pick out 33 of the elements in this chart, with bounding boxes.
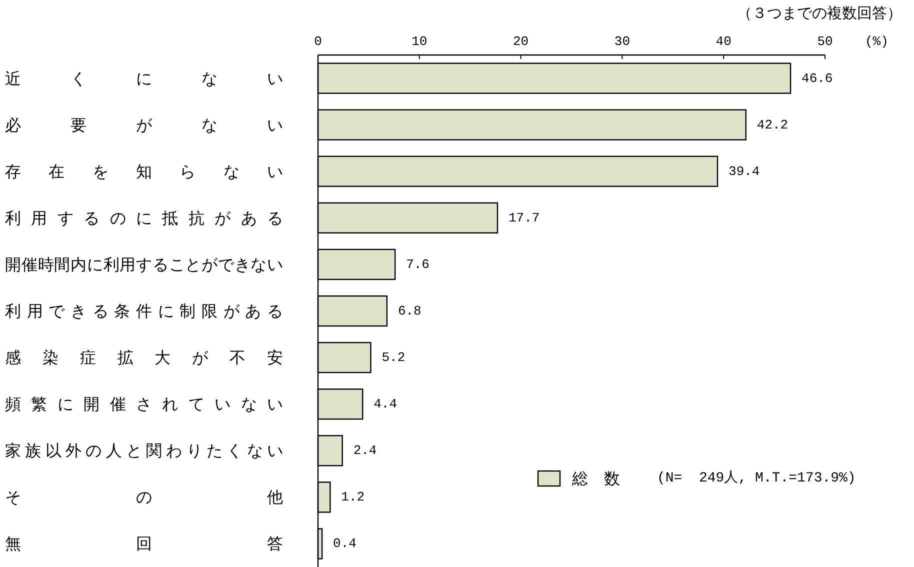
y-tick-label: 近くにない [5,68,283,88]
data-label: 39.4 [728,164,760,179]
annotation: (N= 249人, M.T.=173.9%) [657,470,856,486]
x-tick-label: 40 [716,34,732,49]
x-tick-label: 30 [614,34,630,49]
data-label: 6.8 [398,304,422,318]
y-tick-label: 感染症拡大が不安 [5,348,283,368]
y-tick-label: 無回答 [5,534,283,554]
legend-label: 総 数 [571,469,620,488]
y-tick-label: 頻繁に開催されていない [5,394,283,414]
y-tick-label: 家族以外の人と関わりたくない [5,441,283,460]
data-label: 2.4 [353,443,377,458]
data-label: 4.4 [374,396,398,412]
data-label: 5.2 [382,350,406,366]
x-tick-label: 10 [412,34,428,49]
legend: 総 数 [537,469,620,488]
x-tick-label: 20 [512,34,529,49]
y-tick-label: 利用できる条件に制限がある [5,302,283,320]
data-label: 1.2 [341,490,365,505]
chart-subtitle: （３つまでの複数回答） [737,4,902,22]
y-tick-label: その他 [5,488,283,507]
data-label: 7.6 [406,256,430,272]
x-tick-label: 50 [817,34,833,49]
y-tick-label: 開催時間内に利用することができない [5,254,283,274]
data-label: 46.6 [802,70,833,86]
x-tick-label: 0 [314,34,322,49]
x-axis-title: (%) [865,34,888,49]
data-label: 0.4 [333,536,357,552]
y-tick-label: 存在を知らない [5,162,283,181]
data-label: 42.2 [756,117,788,132]
y-tick-label: 利用するのに抵抗がある [5,208,283,228]
data-label: 17.7 [508,210,540,226]
y-tick-label: 必要がない [5,115,283,134]
